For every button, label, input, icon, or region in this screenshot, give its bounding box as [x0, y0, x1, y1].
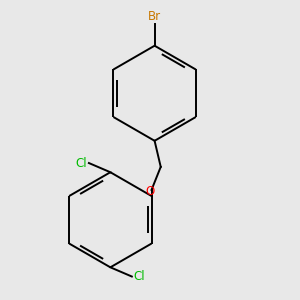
- Text: O: O: [146, 185, 154, 198]
- Text: Br: Br: [148, 10, 161, 23]
- Text: Cl: Cl: [134, 270, 145, 283]
- Text: Cl: Cl: [76, 157, 87, 169]
